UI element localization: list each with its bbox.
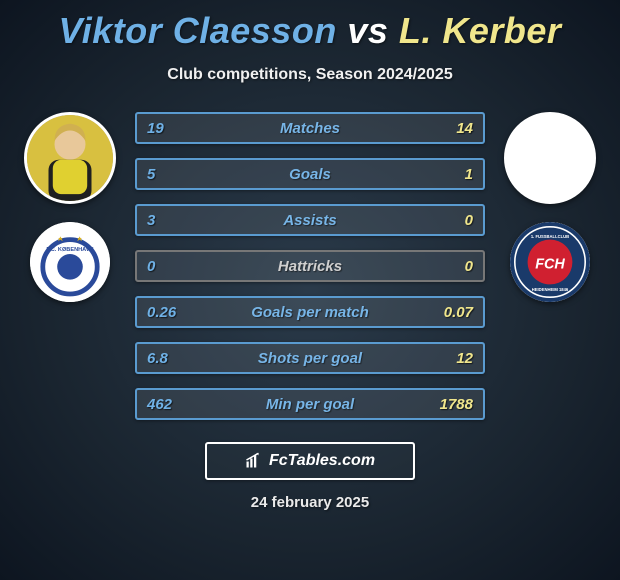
player1-photo-svg xyxy=(27,115,113,201)
player2-photo xyxy=(504,112,596,204)
stat-value-left: 0 xyxy=(147,258,155,275)
stat-fill-left xyxy=(137,160,425,188)
title-player2: L. Kerber xyxy=(399,10,562,51)
player1-badge-svg: F.C. KØBENHAVN xyxy=(30,222,110,302)
subtitle: Club competitions, Season 2024/2025 xyxy=(0,66,620,84)
stat-fill-left xyxy=(137,252,310,280)
svg-text:HEIDENHEIM 1846: HEIDENHEIM 1846 xyxy=(532,287,569,292)
title-player1: Viktor Claesson xyxy=(59,10,337,51)
comparison-date: 24 february 2025 xyxy=(0,494,620,511)
stat-value-left: 3 xyxy=(147,212,155,229)
stat-value-left: 6.8 xyxy=(147,350,168,367)
stat-value-right: 1788 xyxy=(440,396,473,413)
stat-value-right: 1 xyxy=(465,166,473,183)
player2-badge-svg: FCH 1. FUSSBALLCLUB HEIDENHEIM 1846 xyxy=(510,222,590,302)
title-vs: vs xyxy=(347,10,388,51)
content-area: F.C. KØBENHAVN FCH 1. FUSSBALLCLUB HEIDE… xyxy=(0,112,620,420)
stat-value-left: 0.26 xyxy=(147,304,176,321)
player2-club-badge: FCH 1. FUSSBALLCLUB HEIDENHEIM 1846 xyxy=(510,222,590,302)
stat-value-right: 0.07 xyxy=(444,304,473,321)
stat-row: 3Assists0 xyxy=(135,204,485,236)
stat-fill-left xyxy=(137,298,410,326)
stat-row: 6.8Shots per goal12 xyxy=(135,342,485,374)
stat-value-left: 5 xyxy=(147,166,155,183)
player1-column: F.C. KØBENHAVN xyxy=(10,112,130,302)
stat-fill-right xyxy=(310,252,483,280)
stat-value-right: 14 xyxy=(456,120,473,137)
stat-fill-left xyxy=(137,206,483,234)
svg-text:1. FUSSBALLCLUB: 1. FUSSBALLCLUB xyxy=(531,234,569,239)
stat-row: 0.26Goals per match0.07 xyxy=(135,296,485,328)
svg-text:F.C. KØBENHAVN: F.C. KØBENHAVN xyxy=(46,247,93,253)
player2-photo-svg xyxy=(507,115,593,201)
svg-text:FCH: FCH xyxy=(535,256,565,272)
stats-table: 19Matches14 5Goals1 3Assists0 0Hattricks0 0.… xyxy=(135,112,485,420)
player1-club-badge: F.C. KØBENHAVN xyxy=(30,222,110,302)
source-site: FcTables.com xyxy=(269,452,375,470)
stat-fill-right xyxy=(425,160,483,188)
stat-row: 462Min per goal1788 xyxy=(135,388,485,420)
stat-value-right: 0 xyxy=(465,258,473,275)
stat-row: 5Goals1 xyxy=(135,158,485,190)
stat-row: 0Hattricks0 xyxy=(135,250,485,282)
stat-fill-left xyxy=(137,114,336,142)
comparison-title: Viktor Claesson vs L. Kerber xyxy=(0,0,620,52)
stat-value-right: 12 xyxy=(456,350,473,367)
fctables-icon xyxy=(245,451,263,472)
stat-value-left: 19 xyxy=(147,120,164,137)
stat-value-right: 0 xyxy=(465,212,473,229)
stat-fill-right xyxy=(262,344,483,372)
stat-row: 19Matches14 xyxy=(135,112,485,144)
stat-value-left: 462 xyxy=(147,396,172,413)
source-badge: FcTables.com xyxy=(205,442,415,480)
player2-column: FCH 1. FUSSBALLCLUB HEIDENHEIM 1846 xyxy=(490,112,610,302)
player1-photo xyxy=(24,112,116,204)
